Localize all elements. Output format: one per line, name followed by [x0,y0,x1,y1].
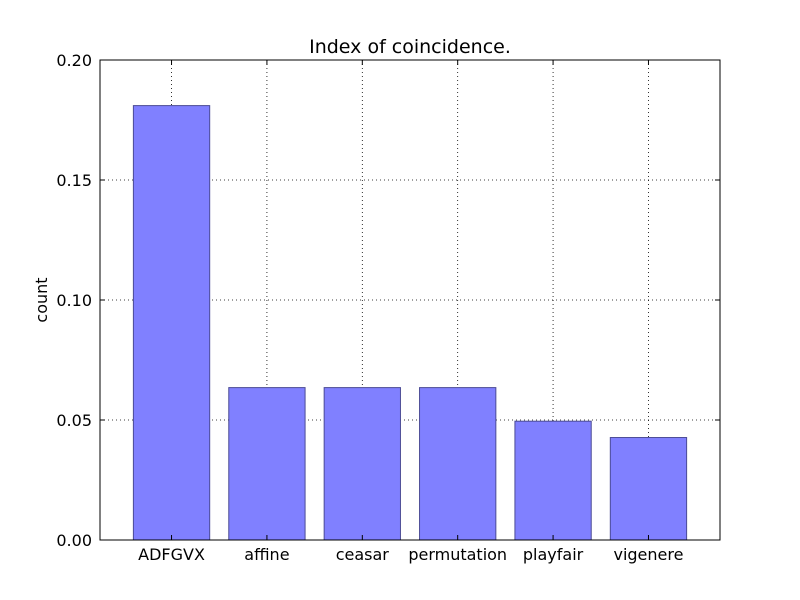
y-tick-label: 0.20 [56,51,92,70]
bar-vigenere [609,437,688,541]
bar-adfgvx [132,105,211,541]
x-tick-label: vigenere [613,545,683,564]
x-tick-label: ceasar [336,545,390,564]
y-axis-label: count [32,277,51,322]
x-tick-label: affine [244,545,289,564]
y-tick-labels: 0.00 0.05 0.10 0.15 0.20 [56,51,92,550]
bar-playfair [514,420,592,541]
x-tick-label: permutation [408,545,507,564]
y-tick-label: 0.05 [56,411,92,430]
bar-ceasar [323,387,401,541]
bar-affine [228,387,306,541]
axis-ticks [100,59,720,541]
y-tick-label: 0.00 [56,531,92,550]
y-tick-label: 0.10 [56,291,92,310]
bar-permutation [419,387,497,541]
chart-title: Index of coincidence. [309,36,511,58]
x-tick-label: ADFGVX [138,545,205,564]
y-tick-label: 0.15 [56,171,92,190]
x-tick-labels: ADFGVX affine ceasar permutation playfair vig… [138,545,683,564]
x-tick-label: playfair [523,545,584,564]
